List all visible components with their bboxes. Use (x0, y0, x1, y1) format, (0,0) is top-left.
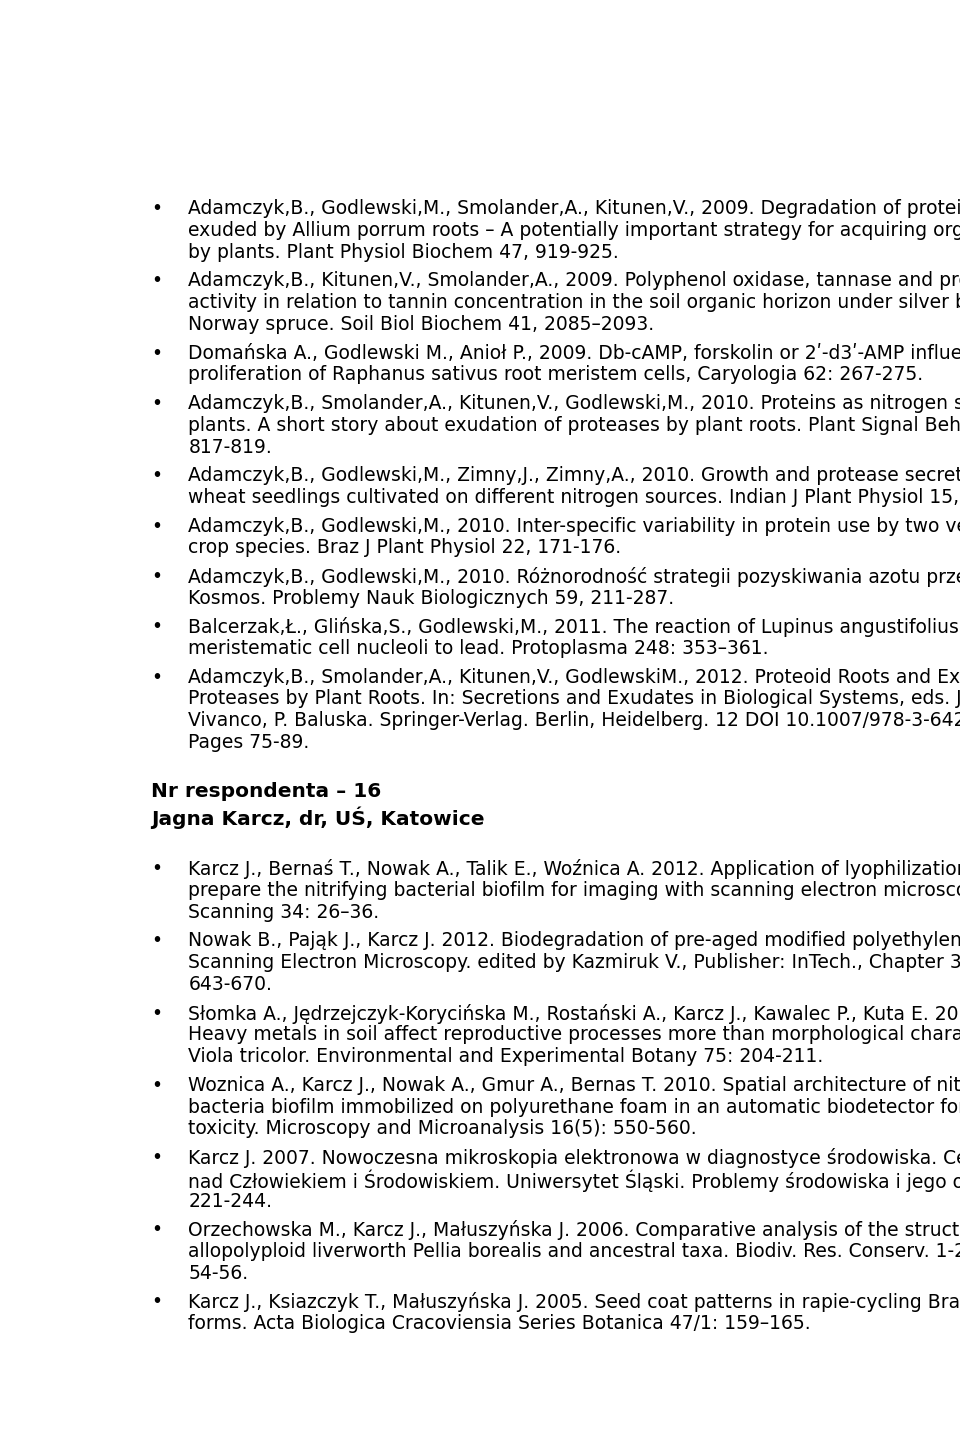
Text: •: • (152, 394, 162, 413)
Text: exuded by Allium porrum roots – A potentially important strategy for acquiring o: exuded by Allium porrum roots – A potent… (188, 221, 960, 240)
Text: forms. Acta Biologica Cracoviensia Series Botanica 47/1: 159–165.: forms. Acta Biologica Cracoviensia Serie… (188, 1314, 811, 1333)
Text: crop species. Braz J Plant Physiol 22, 171-176.: crop species. Braz J Plant Physiol 22, 1… (188, 538, 621, 557)
Text: Jagna Karcz, dr, UŚ, Katowice: Jagna Karcz, dr, UŚ, Katowice (152, 807, 485, 829)
Text: Karcz J., Ksiazczyk T., Małuszyńska J. 2005. Seed coat patterns in rapie-cycling: Karcz J., Ksiazczyk T., Małuszyńska J. 2… (188, 1293, 960, 1313)
Text: Adamczyk,B., Kitunen,V., Smolander,A., 2009. Polyphenol oxidase, tannase and pro: Adamczyk,B., Kitunen,V., Smolander,A., 2… (188, 272, 960, 291)
Text: •: • (152, 932, 162, 951)
Text: Karcz J., Bernaś T., Nowak A., Talik E., Woźnica A. 2012. Application of lyophil: Karcz J., Bernaś T., Nowak A., Talik E.,… (188, 859, 960, 880)
Text: Heavy metals in soil affect reproductive processes more than morphological chara: Heavy metals in soil affect reproductive… (188, 1025, 960, 1044)
Text: Woznica A., Karcz J., Nowak A., Gmur A., Bernas T. 2010. Spatial architecture of: Woznica A., Karcz J., Nowak A., Gmur A.,… (188, 1076, 960, 1095)
Text: toxicity. Microscopy and Microanalysis 16(5): 550-560.: toxicity. Microscopy and Microanalysis 1… (188, 1120, 697, 1138)
Text: activity in relation to tannin concentration in the soil organic horizon under s: activity in relation to tannin concentra… (188, 294, 960, 313)
Text: 817-819.: 817-819. (188, 438, 273, 457)
Text: Adamczyk,B., Godlewski,M., 2010. Różnorodność strategii pozyskiwania azotu przez: Adamczyk,B., Godlewski,M., 2010. Różnoro… (188, 567, 960, 587)
Text: 221-244.: 221-244. (188, 1192, 273, 1211)
Text: Pages 75-89.: Pages 75-89. (188, 733, 310, 752)
Text: prepare the nitrifying bacterial biofilm for imaging with scanning electron micr: prepare the nitrifying bacterial biofilm… (188, 881, 960, 900)
Text: Scanning Electron Microscopy. edited by Kazmiruk V., Publisher: InTech., Chapter: Scanning Electron Microscopy. edited by … (188, 954, 960, 973)
Text: Słomka A., Jędrzejczyk-Korycińska M., Rostański A., Karcz J., Kawalec P., Kuta E: Słomka A., Jędrzejczyk-Korycińska M., Ro… (188, 1003, 960, 1024)
Text: Adamczyk,B., Godlewski,M., Smolander,A., Kitunen,V., 2009. Degradation of protei: Adamczyk,B., Godlewski,M., Smolander,A.,… (188, 199, 960, 218)
Text: Adamczyk,B., Smolander,A., Kitunen,V., GodlewskiM., 2012. Proteoid Roots and Exu: Adamczyk,B., Smolander,A., Kitunen,V., G… (188, 667, 960, 686)
Text: Adamczyk,B., Smolander,A., Kitunen,V., Godlewski,M., 2010. Proteins as nitrogen : Adamczyk,B., Smolander,A., Kitunen,V., G… (188, 394, 960, 413)
Text: •: • (152, 1220, 162, 1239)
Text: •: • (152, 199, 162, 218)
Text: Nowak B., Pająk J., Karcz J. 2012. Biodegradation of pre-aged modified polyethyl: Nowak B., Pająk J., Karcz J. 2012. Biode… (188, 932, 960, 951)
Text: bacteria biofilm immobilized on polyurethane foam in an automatic biodetector fo: bacteria biofilm immobilized on polyuret… (188, 1098, 960, 1117)
Text: Nr respondenta – 16: Nr respondenta – 16 (152, 782, 381, 801)
Text: •: • (152, 467, 162, 486)
Text: •: • (152, 618, 162, 637)
Text: Kosmos. Problemy Nauk Biologicznych 59, 211-287.: Kosmos. Problemy Nauk Biologicznych 59, … (188, 589, 675, 608)
Text: allopolyploid liverworth Pellia borealis and ancestral taxa. Biodiv. Res. Conser: allopolyploid liverworth Pellia borealis… (188, 1242, 960, 1261)
Text: •: • (152, 1076, 162, 1095)
Text: •: • (152, 343, 162, 362)
Text: by plants. Plant Physiol Biochem 47, 919-925.: by plants. Plant Physiol Biochem 47, 919… (188, 243, 619, 262)
Text: Norway spruce. Soil Biol Biochem 41, 2085–2093.: Norway spruce. Soil Biol Biochem 41, 208… (188, 316, 655, 334)
Text: Balcerzak,Ł., Glińska,S., Godlewski,M., 2011. The reaction of Lupinus angustifol: Balcerzak,Ł., Glińska,S., Godlewski,M., … (188, 618, 960, 637)
Text: •: • (152, 1149, 162, 1168)
Text: •: • (152, 1003, 162, 1022)
Text: Orzechowska M., Karcz J., Małuszyńska J. 2006. Comparative analysis of the struc: Orzechowska M., Karcz J., Małuszyńska J.… (188, 1220, 960, 1240)
Text: Viola tricolor. Environmental and Experimental Botany 75: 204-211.: Viola tricolor. Environmental and Experi… (188, 1047, 824, 1066)
Text: 643-670.: 643-670. (188, 976, 273, 995)
Text: 54-56.: 54-56. (188, 1264, 249, 1282)
Text: Proteases by Plant Roots. In: Secretions and Exudates in Biological Systems, eds: Proteases by Plant Roots. In: Secretions… (188, 689, 960, 708)
Text: •: • (152, 859, 162, 878)
Text: •: • (152, 667, 162, 686)
Text: Adamczyk,B., Godlewski,M., Zimny,J., Zimny,A., 2010. Growth and protease secreti: Adamczyk,B., Godlewski,M., Zimny,J., Zim… (188, 467, 960, 486)
Text: •: • (152, 567, 162, 586)
Text: meristematic cell nucleoli to lead. Protoplasma 248: 353–361.: meristematic cell nucleoli to lead. Prot… (188, 640, 769, 659)
Text: Vivanco, P. Baluska. Springer-Verlag. Berlin, Heidelberg. 12 DOI 10.1007/978-3-6: Vivanco, P. Baluska. Springer-Verlag. Be… (188, 711, 960, 731)
Text: Adamczyk,B., Godlewski,M., 2010. Inter-specific variability in protein use by tw: Adamczyk,B., Godlewski,M., 2010. Inter-s… (188, 516, 960, 535)
Text: nad Człowiekiem i Środowiskiem. Uniwersytet Śląski. Problemy środowiska i jego o: nad Człowiekiem i Środowiskiem. Uniwersy… (188, 1170, 960, 1192)
Text: •: • (152, 1293, 162, 1312)
Text: plants. A short story about exudation of proteases by plant roots. Plant Signal : plants. A short story about exudation of… (188, 416, 960, 435)
Text: proliferation of Raphanus sativus root meristem cells, Caryologia 62: 267-275.: proliferation of Raphanus sativus root m… (188, 365, 924, 384)
Text: Domańska A., Godlewski M., Anioł P., 2009. Db-cAMP, forskolin or 2ʹ-d3ʹ-AMP infl: Domańska A., Godlewski M., Anioł P., 200… (188, 343, 960, 362)
Text: Karcz J. 2007. Nowoczesna mikroskopia elektronowa w diagnostyce środowiska. Cent: Karcz J. 2007. Nowoczesna mikroskopia el… (188, 1149, 960, 1168)
Text: wheat seedlings cultivated on different nitrogen sources. Indian J Plant Physiol: wheat seedlings cultivated on different … (188, 489, 960, 507)
Text: Scanning 34: 26–36.: Scanning 34: 26–36. (188, 903, 379, 922)
Text: •: • (152, 516, 162, 535)
Text: •: • (152, 272, 162, 291)
